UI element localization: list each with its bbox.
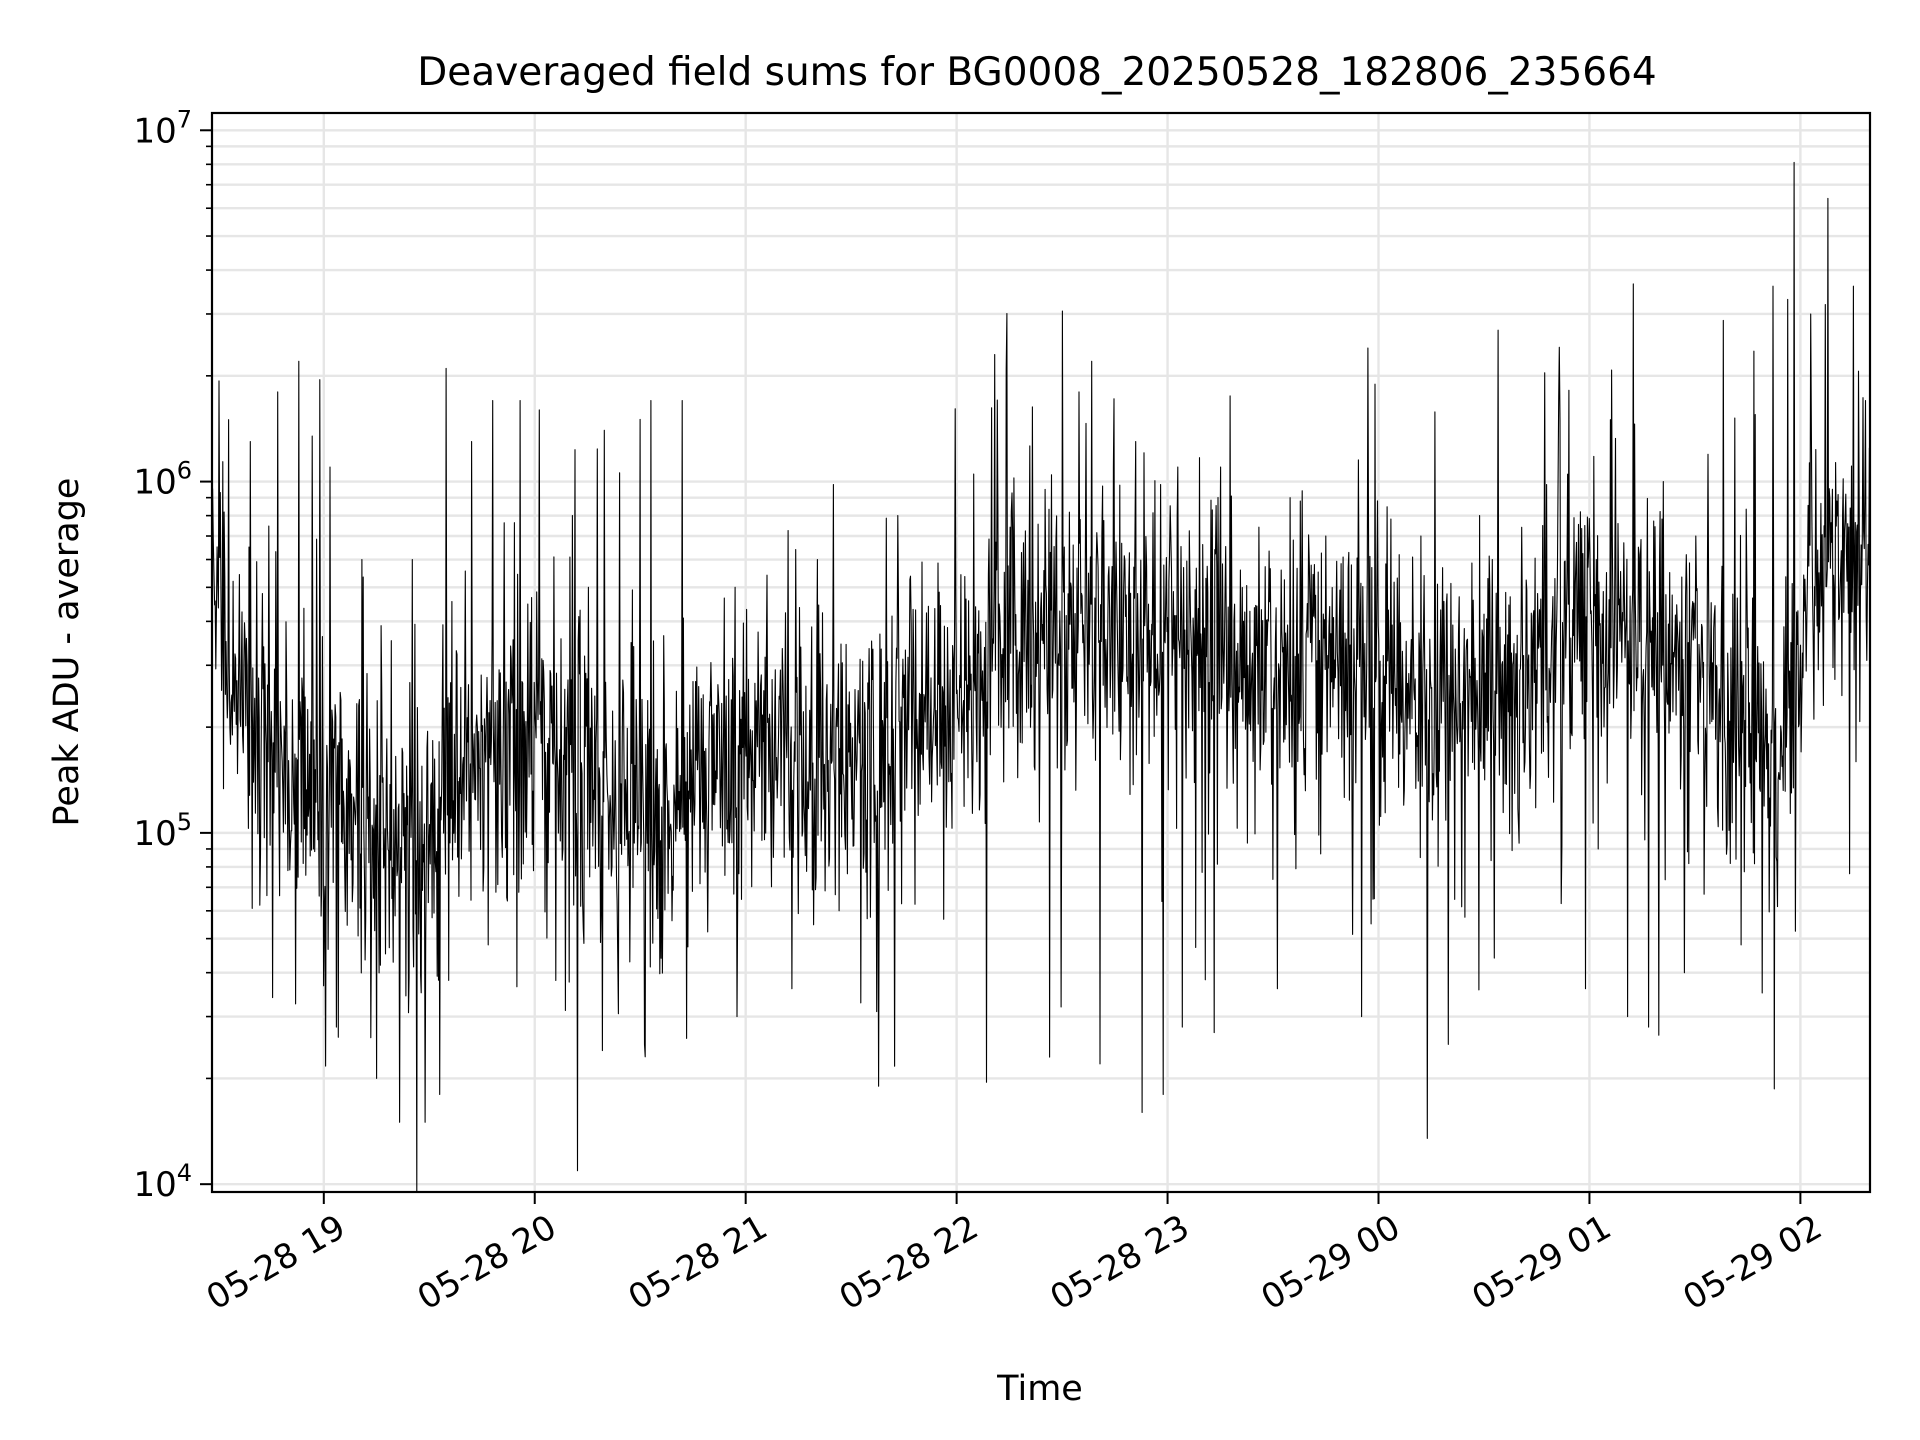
x-axis-label: Time: [996, 1369, 1083, 1409]
y-tick-label: 105: [133, 808, 192, 854]
series-line: [211, 161, 1871, 1193]
plot-frame: [210, 111, 1872, 1194]
y-tick-label: 107: [133, 105, 192, 151]
y-tick-label: 104: [133, 1159, 192, 1205]
data-series: [211, 161, 1871, 1193]
y-tick-label: 106: [133, 457, 192, 503]
y-axis: 104 105 106 107: [133, 105, 212, 1205]
chart-title: Deaveraged field sums for BG0008_2025052…: [417, 50, 1656, 95]
y-axis-label: Peak ADU - average: [47, 478, 87, 827]
